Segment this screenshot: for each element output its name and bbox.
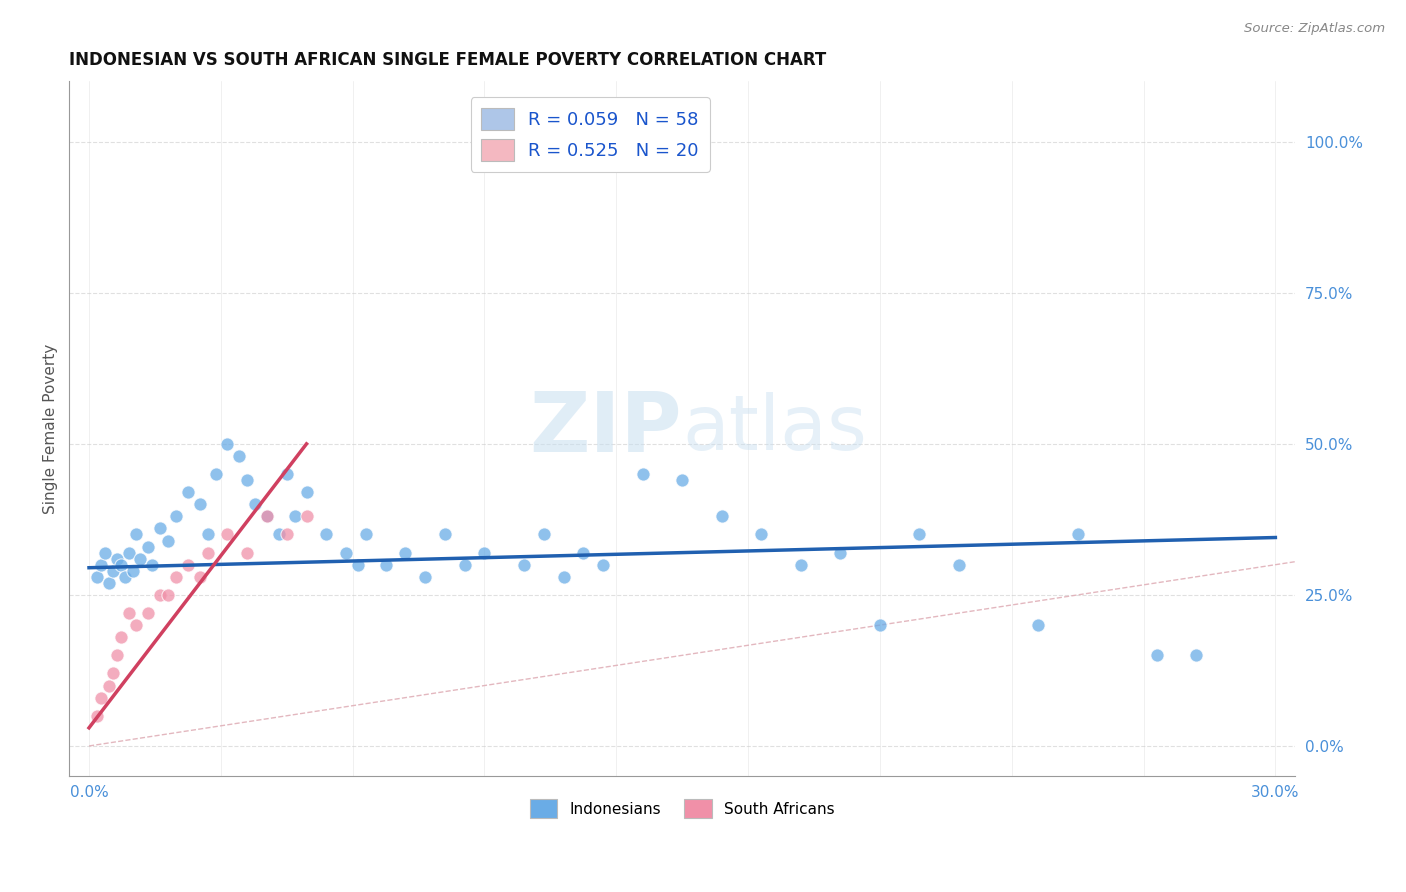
Point	[125, 618, 148, 632]
Point	[105, 551, 128, 566]
Point	[948, 558, 970, 572]
Legend: Indonesians, South Africans: Indonesians, South Africans	[524, 793, 841, 824]
Point	[513, 558, 536, 572]
Point	[315, 527, 337, 541]
Point	[592, 558, 614, 572]
Point	[90, 690, 112, 705]
Point	[236, 546, 259, 560]
Point	[1185, 648, 1208, 663]
Point	[533, 527, 555, 541]
Point	[129, 551, 152, 566]
Point	[1066, 527, 1088, 541]
Point	[572, 546, 595, 560]
Point	[869, 618, 891, 632]
Point	[97, 679, 120, 693]
Point	[1026, 618, 1049, 632]
Point	[165, 570, 187, 584]
Point	[830, 546, 852, 560]
Point	[256, 509, 278, 524]
Text: atlas: atlas	[682, 392, 868, 466]
Point	[236, 473, 259, 487]
Point	[157, 588, 180, 602]
Point	[204, 467, 226, 481]
Point	[117, 606, 139, 620]
Point	[790, 558, 813, 572]
Text: INDONESIAN VS SOUTH AFRICAN SINGLE FEMALE POVERTY CORRELATION CHART: INDONESIAN VS SOUTH AFRICAN SINGLE FEMAL…	[69, 51, 827, 69]
Point	[121, 564, 143, 578]
Point	[553, 570, 575, 584]
Point	[710, 509, 733, 524]
Point	[474, 546, 496, 560]
Text: 30.0%: 30.0%	[1251, 785, 1299, 800]
Point	[1146, 648, 1168, 663]
Point	[433, 527, 456, 541]
Point	[284, 509, 307, 524]
Point	[394, 546, 416, 560]
Y-axis label: Single Female Poverty: Single Female Poverty	[44, 343, 58, 514]
Text: ZIP: ZIP	[530, 388, 682, 469]
Point	[136, 540, 159, 554]
Point	[157, 533, 180, 548]
Point	[256, 509, 278, 524]
Point	[295, 509, 318, 524]
Point	[454, 558, 477, 572]
Point	[267, 527, 290, 541]
Point	[413, 570, 436, 584]
Point	[86, 570, 108, 584]
Point	[90, 558, 112, 572]
Point	[276, 527, 298, 541]
Point	[197, 546, 219, 560]
Point	[94, 546, 117, 560]
Point	[374, 558, 396, 572]
Point	[141, 558, 163, 572]
Point	[136, 606, 159, 620]
Point	[117, 546, 139, 560]
Point	[631, 467, 654, 481]
Point	[101, 564, 124, 578]
Point	[217, 437, 239, 451]
Point	[188, 570, 211, 584]
Point	[749, 527, 772, 541]
Point	[110, 558, 132, 572]
Text: Source: ZipAtlas.com: Source: ZipAtlas.com	[1244, 22, 1385, 36]
Point	[97, 575, 120, 590]
Point	[197, 527, 219, 541]
Point	[86, 708, 108, 723]
Point	[149, 588, 172, 602]
Point	[276, 467, 298, 481]
Point	[228, 449, 250, 463]
Point	[110, 630, 132, 644]
Point	[188, 497, 211, 511]
Point	[217, 527, 239, 541]
Text: 0.0%: 0.0%	[70, 785, 108, 800]
Point	[295, 485, 318, 500]
Point	[347, 558, 370, 572]
Point	[335, 546, 357, 560]
Point	[671, 473, 693, 487]
Point	[177, 558, 200, 572]
Point	[177, 485, 200, 500]
Point	[908, 527, 931, 541]
Point	[149, 521, 172, 535]
Point	[105, 648, 128, 663]
Point	[125, 527, 148, 541]
Point	[165, 509, 187, 524]
Point	[114, 570, 136, 584]
Point	[243, 497, 266, 511]
Point	[101, 666, 124, 681]
Point	[354, 527, 377, 541]
